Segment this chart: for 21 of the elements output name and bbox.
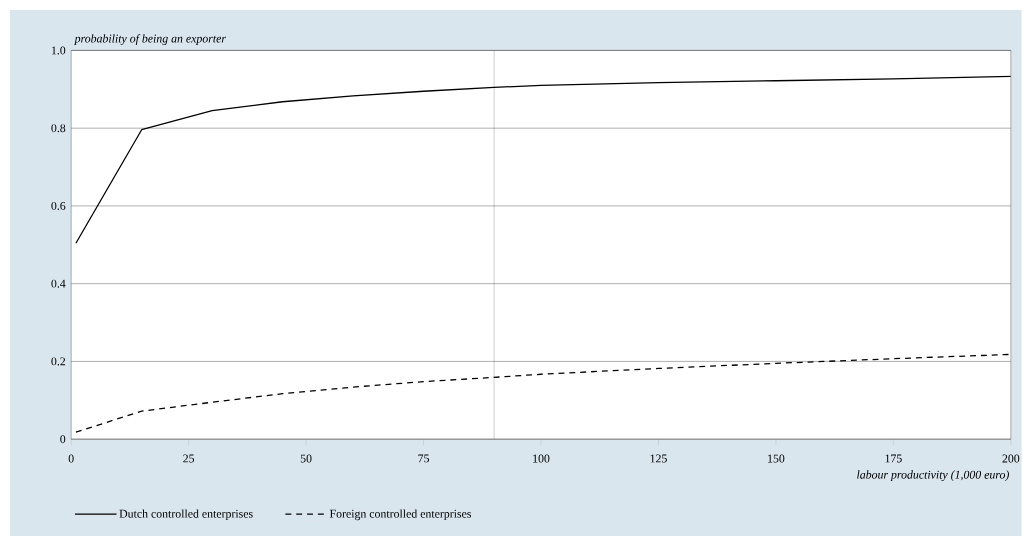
x-tick-label: 100: [533, 454, 550, 463]
x-tick-label: 0: [68, 454, 74, 463]
y-tick-label: 0: [60, 435, 66, 444]
x-axis-title: labour productivity (1,000 euro): [857, 470, 1009, 482]
y-axis-title: probability of being an exporter: [73, 34, 226, 45]
y-tick-label: 0.4: [51, 279, 66, 288]
x-tick-label: 25: [183, 454, 195, 463]
x-tick-label: 150: [768, 454, 785, 463]
y-tick-label: 0.6: [51, 201, 66, 210]
x-tick-label: 75: [418, 454, 430, 463]
x-tick-label: 125: [650, 454, 667, 463]
x-tick-label: 50: [300, 454, 312, 463]
legend-label: Foreign controlled enterprises: [329, 509, 471, 521]
line-series: [75, 75, 1011, 244]
legend-label: Dutch controlled enterprises: [119, 509, 253, 521]
y-tick-label: 0.8: [51, 124, 66, 133]
x-tick-label: 200: [1002, 454, 1020, 463]
y-tick-label: 0.2: [51, 357, 66, 366]
line-series: [75, 353, 1011, 433]
x-tick-label: 175: [885, 454, 902, 463]
y-tick-label: 1.0: [51, 46, 66, 55]
